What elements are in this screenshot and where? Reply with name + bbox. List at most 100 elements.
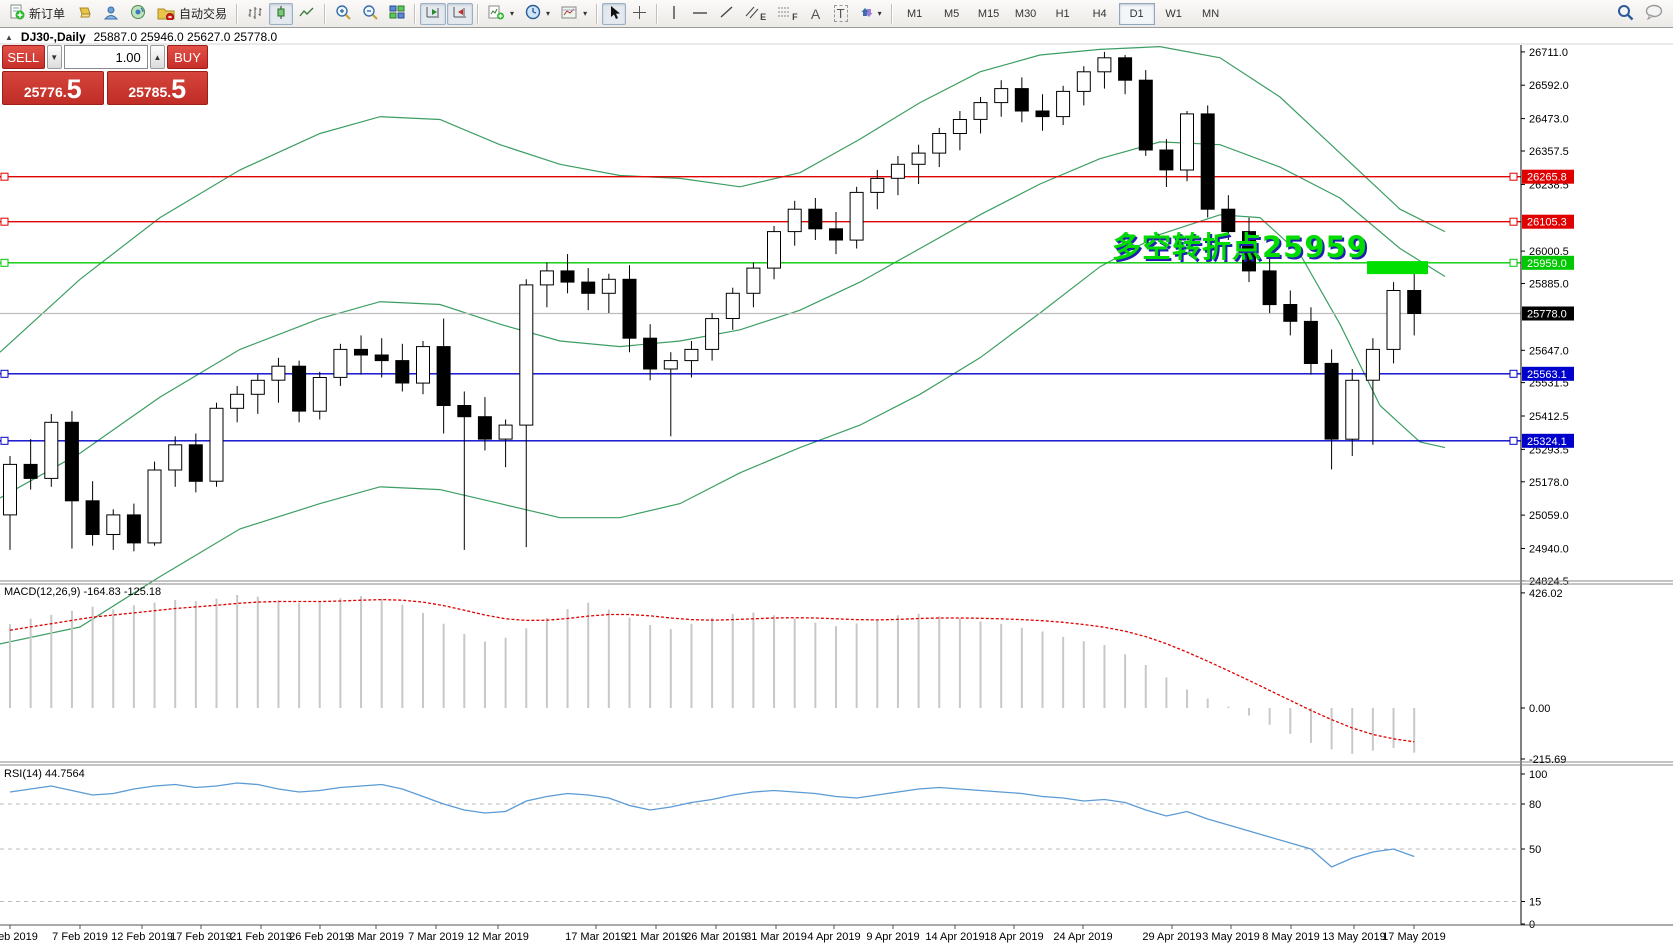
- trendline-icon: [719, 5, 734, 22]
- svg-text:25059.0: 25059.0: [1529, 510, 1569, 522]
- periods-button[interactable]: ▾: [520, 3, 555, 25]
- svg-text:26711.0: 26711.0: [1529, 47, 1568, 59]
- horizontal-line-icon: [692, 7, 708, 21]
- svg-text:426.02: 426.02: [1529, 588, 1563, 600]
- sell-price-big: 5: [66, 74, 82, 104]
- text-tool[interactable]: A: [804, 3, 828, 25]
- svg-text:14 Apr 2019: 14 Apr 2019: [925, 931, 984, 943]
- volume-up-button[interactable]: ▲: [149, 45, 166, 69]
- price-badge: 26265.8: [1522, 169, 1574, 184]
- crosshair-icon: [632, 5, 647, 23]
- tab-timeframe-M30[interactable]: M30: [1014, 7, 1037, 20]
- price-badge: 25563.1: [1522, 366, 1574, 381]
- candle-chart-button[interactable]: [269, 2, 294, 25]
- eraser-button[interactable]: [71, 3, 97, 25]
- svg-text:21 Mar 2019: 21 Mar 2019: [625, 931, 687, 943]
- svg-text:17 Feb 2019: 17 Feb 2019: [170, 931, 232, 943]
- label-tool-glyph: T: [833, 5, 848, 22]
- macd-label: MACD(12,26,9) -164.83 -125.18: [4, 586, 161, 598]
- main-toolbar: 新订单 自动交易: [0, 0, 1673, 28]
- tab-timeframe-M15[interactable]: M15: [977, 7, 1000, 20]
- separator: [890, 3, 893, 24]
- text-label-tool[interactable]: T: [829, 3, 853, 25]
- template-icon: [561, 5, 578, 23]
- vertical-line-tool[interactable]: [662, 3, 686, 25]
- buy-price[interactable]: 25785. 5: [106, 71, 208, 105]
- tab-timeframe-H1[interactable]: H1: [1055, 7, 1070, 20]
- buy-price-big: 5: [171, 74, 187, 104]
- auto-trading-icon: [157, 5, 175, 23]
- chart-shift-button[interactable]: [447, 2, 474, 25]
- svg-text:26105.3: 26105.3: [1527, 217, 1567, 229]
- zoom-in-button[interactable]: [330, 3, 356, 25]
- auto-scroll-button[interactable]: [420, 2, 447, 25]
- timeframe-buttons: M1 M5 M15 M30 H1 H4 D1 W1 MN: [897, 2, 1229, 25]
- svg-text:3 May 2019: 3 May 2019: [1202, 931, 1259, 943]
- line-chart-button[interactable]: [294, 3, 320, 25]
- auto-trading-button[interactable]: 自动交易: [152, 3, 232, 25]
- search-button[interactable]: [1612, 3, 1639, 25]
- trendline-tool[interactable]: [714, 3, 739, 25]
- svg-text:80: 80: [1529, 799, 1541, 811]
- cursor-button[interactable]: [602, 2, 627, 25]
- sell-price-main: 25776: [23, 84, 63, 100]
- svg-text:26000.5: 26000.5: [1529, 246, 1569, 258]
- tab-timeframe-H4[interactable]: H4: [1092, 7, 1107, 20]
- collapse-icon[interactable]: ▲: [5, 32, 13, 42]
- svg-text:24824.5: 24824.5: [1529, 576, 1569, 588]
- fibonacci-tool[interactable]: F: [772, 3, 803, 25]
- svg-text:26 Mar 2019: 26 Mar 2019: [685, 931, 747, 943]
- bar-chart-icon: [247, 5, 263, 23]
- tab-timeframe-W1[interactable]: W1: [1165, 7, 1182, 20]
- tab-timeframe-M5[interactable]: M5: [943, 7, 960, 20]
- horizontal-level-lines: [0, 172, 1521, 445]
- price-chart[interactable]: 26711.026592.026473.026357.526238.526000…: [0, 28, 1673, 951]
- indicators-button[interactable]: ▾: [483, 3, 519, 25]
- indicators-icon: [488, 5, 505, 23]
- bar-chart-button[interactable]: [242, 3, 268, 25]
- templates-button[interactable]: ▾: [556, 3, 592, 25]
- price-axis: 26711.026592.026473.026357.526238.526000…: [1520, 45, 1574, 925]
- tile-windows-button[interactable]: [384, 3, 410, 25]
- chart-window: 26711.0 26592.0 26473.0 26357.5 26238.5 26000…: [0, 28, 1673, 951]
- fibonacci-glyph: F: [792, 11, 798, 22]
- volume-input[interactable]: [63, 45, 148, 69]
- tab-timeframe-MN[interactable]: MN: [1202, 7, 1220, 20]
- svg-text:26592.0: 26592.0: [1529, 80, 1569, 92]
- bollinger-lower: [0, 214, 1446, 645]
- volume-down-button[interactable]: ▼: [46, 45, 62, 69]
- svg-text:4 Apr 2019: 4 Apr 2019: [807, 931, 860, 943]
- eraser-icon: [76, 5, 92, 22]
- crosshair-button[interactable]: [627, 3, 652, 25]
- profile-button[interactable]: [98, 3, 124, 25]
- zoom-out-button[interactable]: [357, 3, 383, 25]
- svg-text:24940.0: 24940.0: [1529, 544, 1569, 556]
- channel-icon: [745, 5, 759, 22]
- sell-button[interactable]: SELL: [2, 45, 45, 69]
- bollinger-middle: [0, 141, 1446, 499]
- chat-icon: [1645, 4, 1664, 23]
- signal-button[interactable]: [125, 3, 151, 25]
- tab-timeframe-D1[interactable]: D1: [1118, 2, 1155, 25]
- svg-text:15: 15: [1529, 897, 1541, 909]
- arrows-tool[interactable]: ▾: [854, 3, 887, 25]
- svg-text:7 Mar 2019: 7 Mar 2019: [408, 931, 464, 943]
- rsi-label: RSI(14) 44.7564: [4, 768, 85, 780]
- channel-tool[interactable]: E: [740, 3, 771, 25]
- svg-text:50: 50: [1529, 844, 1541, 856]
- horizontal-line-tool[interactable]: [687, 3, 713, 25]
- candle-chart-icon: [274, 5, 288, 23]
- buy-price-dot: .: [167, 84, 172, 100]
- macd-panel: 426.02 0.00 -215.69 MACD(12,26,9) -164.83 -…: [4, 586, 1566, 766]
- tab-timeframe-M1[interactable]: M1: [906, 7, 923, 20]
- svg-text:13 May 2019: 13 May 2019: [1322, 931, 1386, 943]
- chat-button[interactable]: [1640, 3, 1669, 25]
- new-order-button[interactable]: 新订单: [4, 3, 70, 25]
- svg-text:12 Mar 2019: 12 Mar 2019: [467, 931, 529, 943]
- channel-glyph: E: [760, 11, 767, 22]
- buy-button[interactable]: BUY: [167, 45, 208, 69]
- ohlc-values: 25887.0 25946.0 25627.0 25778.0: [93, 30, 278, 44]
- sell-price[interactable]: 25776. 5: [2, 71, 104, 105]
- svg-text:29 Apr 2019: 29 Apr 2019: [1142, 931, 1201, 943]
